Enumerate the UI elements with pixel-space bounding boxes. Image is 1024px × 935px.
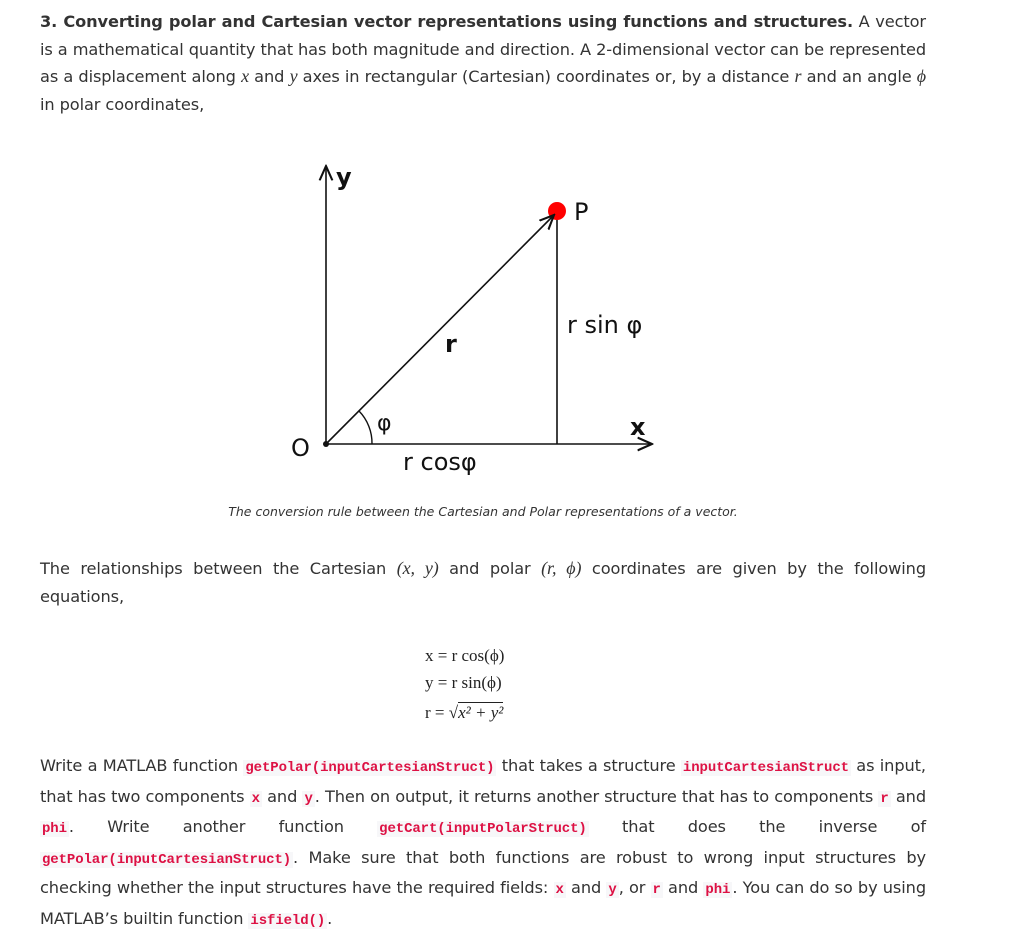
code-struct: inputCartesianStruct — [680, 760, 851, 776]
math-r: r — [794, 66, 802, 86]
equation-r-lhs: r = — [425, 703, 449, 722]
text: that takes a structure — [496, 756, 681, 775]
math-x: x — [241, 66, 249, 86]
math-cartesian: (x, y) — [396, 558, 439, 578]
code-isfield: isfield() — [248, 912, 328, 929]
text: and — [662, 878, 704, 897]
math-y: y — [289, 66, 298, 86]
phi-label: φ — [377, 411, 392, 436]
code-phi: phi — [703, 882, 733, 898]
vector-r — [325, 215, 554, 445]
y-label: y — [336, 163, 352, 191]
origin-dot — [323, 441, 329, 447]
text: as input, that has two components — [40, 756, 926, 806]
text: in polar coordinates, — [40, 94, 205, 114]
figure-caption: The conversion rule between the Cartesia… — [228, 504, 738, 519]
code-r: r — [650, 882, 663, 898]
point-label: P — [574, 198, 588, 226]
code-phi: phi — [40, 821, 69, 837]
rsin-label: r sin φ — [567, 311, 642, 339]
text: . — [327, 908, 333, 928]
intro-paragraph: 3. Converting polar and Cartesian vector… — [40, 8, 926, 118]
code-x: x — [553, 882, 566, 898]
code-r: r — [878, 790, 891, 807]
relations-paragraph: The relationships between the Cartesian … — [40, 555, 926, 610]
text: The relationships between the Cartesian — [40, 559, 397, 578]
math-phi: ϕ — [916, 66, 927, 86]
text: and — [248, 67, 290, 86]
math-polar: (r, ϕ) — [541, 558, 582, 578]
code-x: x — [249, 790, 262, 807]
text: and — [565, 878, 607, 897]
rcos-label: r cosφ — [403, 448, 477, 476]
sqrt-icon: √ — [448, 703, 459, 722]
equation-y: y = r sin(ϕ) — [425, 673, 502, 692]
text: and an angle — [801, 67, 917, 86]
code-getpolar: getPolar(inputCartesianStruct) — [40, 851, 294, 868]
text: and — [261, 786, 303, 806]
text: Write a MATLAB function — [40, 756, 244, 775]
text: A vector is a mathematical quantity that… — [40, 12, 926, 86]
text: and — [890, 786, 927, 806]
text: . You can do so by using MATLAB’s builti… — [40, 878, 926, 928]
polar-diagram: y x O P r φ r sin φ r cosφ — [291, 163, 1024, 476]
equation-r-radicand: x² + y² — [458, 702, 504, 722]
code-getpolar: getPolar(inputCartesianStruct) — [243, 760, 497, 776]
text: axes in rectangular (Cartesian) coordina… — [297, 67, 795, 86]
text: . Make sure that both functions are robu… — [40, 847, 926, 898]
section-heading: 3. Converting polar and Cartesian vector… — [40, 12, 854, 31]
text: and polar — [438, 559, 542, 578]
text: . Write another function — [68, 817, 378, 836]
equation-r: r = √x² + y² — [425, 702, 504, 723]
task-paragraph: Write a MATLAB function getPolar(inputCa… — [40, 752, 926, 935]
code-y: y — [302, 790, 315, 807]
angle-arc — [358, 410, 373, 445]
text: , or — [618, 878, 651, 897]
origin-label: O — [291, 434, 310, 462]
text: that does the inverse of — [588, 817, 926, 836]
x-label: x — [630, 413, 646, 441]
text: coordinates are given by the following e… — [40, 559, 927, 606]
equation-x: x = r cos(ϕ) — [425, 646, 505, 665]
code-y: y — [606, 882, 619, 898]
code-getcart: getCart(inputPolarStruct) — [377, 821, 589, 837]
r-label: r — [445, 330, 457, 358]
text: . Then on output, it returns another str… — [314, 786, 879, 806]
